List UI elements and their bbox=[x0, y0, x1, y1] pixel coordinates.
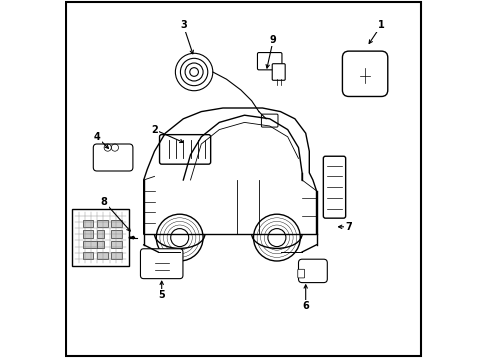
Bar bbox=[111, 230, 122, 238]
Bar bbox=[97, 220, 107, 227]
Text: 2: 2 bbox=[151, 125, 158, 135]
Text: 4: 4 bbox=[93, 132, 100, 142]
FancyBboxPatch shape bbox=[342, 51, 387, 96]
Bar bbox=[111, 252, 122, 259]
FancyBboxPatch shape bbox=[72, 209, 129, 266]
FancyBboxPatch shape bbox=[297, 269, 304, 278]
FancyArrow shape bbox=[129, 236, 134, 239]
Bar bbox=[97, 252, 107, 259]
Bar bbox=[82, 241, 97, 248]
FancyBboxPatch shape bbox=[298, 259, 326, 283]
Bar bbox=[82, 252, 93, 259]
Text: 5: 5 bbox=[158, 290, 165, 300]
Text: 3: 3 bbox=[180, 20, 186, 30]
Bar bbox=[97, 230, 104, 238]
FancyBboxPatch shape bbox=[159, 135, 210, 164]
Text: 7: 7 bbox=[345, 222, 351, 232]
FancyBboxPatch shape bbox=[140, 249, 183, 279]
Text: 9: 9 bbox=[269, 35, 276, 45]
FancyBboxPatch shape bbox=[93, 144, 133, 171]
Text: 8: 8 bbox=[101, 197, 107, 207]
Text: 6: 6 bbox=[302, 301, 308, 311]
FancyBboxPatch shape bbox=[323, 156, 345, 218]
FancyBboxPatch shape bbox=[261, 114, 277, 127]
Text: 1: 1 bbox=[377, 20, 384, 30]
FancyBboxPatch shape bbox=[272, 64, 285, 80]
Bar bbox=[111, 241, 122, 248]
Bar bbox=[111, 220, 122, 227]
FancyBboxPatch shape bbox=[257, 53, 282, 70]
Bar bbox=[97, 241, 104, 248]
Bar bbox=[82, 220, 93, 227]
Bar bbox=[82, 230, 93, 238]
